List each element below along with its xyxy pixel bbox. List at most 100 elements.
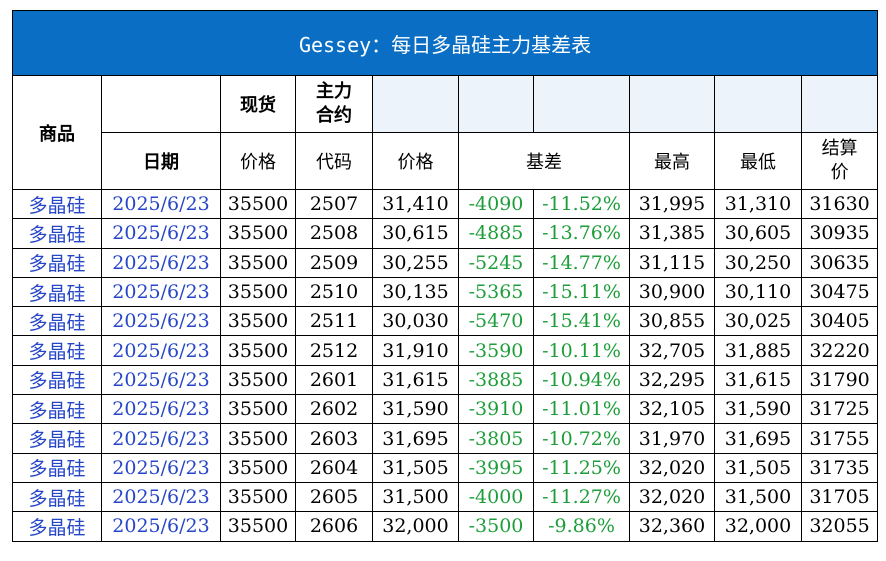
spot-price-cell: 35500 (220, 335, 296, 366)
spot-price-cell: 35500 (220, 481, 296, 513)
product-cell: 多晶硅 (12, 423, 102, 454)
date-cell: 2025/6/23 (101, 394, 221, 425)
basis-cell: -5365 (458, 276, 534, 308)
spot-price-cell: 35500 (220, 218, 296, 249)
basis-cell: -3805 (458, 423, 534, 454)
basis-cell: -3885 (458, 364, 534, 396)
header-spot: 现货 (220, 75, 296, 133)
high-cell: 31,970 (629, 423, 715, 454)
high-cell: 32,020 (629, 452, 715, 483)
price-cell: 30,615 (372, 218, 459, 249)
date-cell: 2025/6/23 (101, 306, 221, 337)
contract-code-cell: 2606 (295, 511, 373, 542)
table-row: 多晶硅 2025/6/23 35500 2509 30,255 -5245 -14.77% 3… (12, 247, 879, 278)
low-cell: 30,025 (714, 306, 802, 337)
settle-cell: 31790 (800, 364, 879, 396)
low-cell: 30,250 (714, 247, 802, 278)
settle-cell: 30635 (800, 247, 879, 278)
product-cell: 多晶硅 (12, 218, 102, 249)
date-cell: 2025/6/23 (101, 276, 221, 308)
product-cell: 多晶硅 (12, 247, 102, 278)
table-row: 多晶硅 2025/6/23 35500 2510 30,135 -5365 -15.11% 3… (12, 276, 879, 308)
contract-code-cell: 2601 (295, 364, 373, 396)
table-row: 多晶硅 2025/6/23 35500 2603 31,695 -3805 -10.72% 3… (12, 423, 879, 454)
table-row: 多晶硅 2025/6/23 35500 2605 31,500 -4000 -11.27% 3… (12, 481, 879, 513)
table-row: 多晶硅 2025/6/23 35500 2512 31,910 -3590 -10.11% 3… (12, 335, 879, 366)
product-cell: 多晶硅 (12, 394, 102, 425)
header-shade-cell (458, 75, 534, 133)
spot-price-cell: 35500 (220, 247, 296, 278)
product-cell: 多晶硅 (12, 188, 102, 220)
spot-price-cell: 35500 (220, 423, 296, 454)
date-cell: 2025/6/23 (101, 511, 221, 542)
high-cell: 31,995 (629, 188, 715, 220)
high-cell: 31,115 (629, 247, 715, 278)
table-row: 多晶硅 2025/6/23 35500 2602 31,590 -3910 -11.01% 3… (12, 394, 879, 425)
low-cell: 30,605 (714, 218, 802, 249)
high-cell: 32,105 (629, 394, 715, 425)
header-date: 日期 (101, 132, 221, 190)
header-high: 最高 (629, 132, 715, 190)
header-row-1: 商品 现货 主力 合约 (12, 75, 879, 190)
settle-cell: 32220 (800, 335, 879, 366)
low-cell: 31,590 (714, 394, 802, 425)
header-code: 代码 (295, 132, 373, 190)
spot-price-cell: 35500 (220, 452, 296, 483)
settle-cell: 31630 (800, 188, 879, 220)
contract-code-cell: 2509 (295, 247, 373, 278)
basis-cell: -3910 (458, 394, 534, 425)
settle-cell: 31755 (800, 423, 879, 454)
basis-percent-cell: -11.27% (533, 481, 630, 513)
price-cell: 30,030 (372, 306, 459, 337)
date-cell: 2025/6/23 (101, 423, 221, 454)
contract-code-cell: 2510 (295, 276, 373, 308)
table-row: 多晶硅 2025/6/23 35500 2606 32,000 -3500 -9.86% 32… (12, 511, 879, 542)
contract-code-cell: 2512 (295, 335, 373, 366)
table-row: 多晶硅 2025/6/23 35500 2507 31,410 -4090 -11.52% 3… (12, 188, 879, 220)
basis-table: Gessey：每日多晶硅主力基差表 商品 现货 主力 合约 日期 价格 代码 价… (11, 10, 879, 542)
high-cell: 30,855 (629, 306, 715, 337)
high-cell: 32,360 (629, 511, 715, 542)
date-cell: 2025/6/23 (101, 364, 221, 396)
product-cell: 多晶硅 (12, 364, 102, 396)
spot-price-cell: 35500 (220, 188, 296, 220)
product-cell: 多晶硅 (12, 452, 102, 483)
spot-price-cell: 35500 (220, 511, 296, 542)
basis-percent-cell: -15.11% (533, 276, 630, 308)
contract-code-cell: 2604 (295, 452, 373, 483)
header-settle-line1: 结算 (821, 138, 858, 159)
contract-code-cell: 2508 (295, 218, 373, 249)
contract-code-cell: 2605 (295, 481, 373, 513)
price-cell: 31,590 (372, 394, 459, 425)
basis-percent-cell: -9.86% (533, 511, 630, 542)
header-settle-line2: 价 (830, 162, 849, 183)
contract-code-cell: 2602 (295, 394, 373, 425)
product-cell: 多晶硅 (12, 276, 102, 308)
contract-code-cell: 2603 (295, 423, 373, 454)
settle-cell: 31735 (800, 452, 879, 483)
date-cell: 2025/6/23 (101, 452, 221, 483)
header-shade-cell (629, 75, 715, 133)
basis-percent-cell: -10.72% (533, 423, 630, 454)
settle-cell: 32055 (800, 511, 879, 542)
table-row: 多晶硅 2025/6/23 35500 2604 31,505 -3995 -11.25% 3… (12, 452, 879, 483)
date-cell: 2025/6/23 (101, 481, 221, 513)
low-cell: 31,695 (714, 423, 802, 454)
basis-percent-cell: -10.11% (533, 335, 630, 366)
product-cell: 多晶硅 (12, 335, 102, 366)
low-cell: 31,615 (714, 364, 802, 396)
product-cell: 多晶硅 (12, 481, 102, 513)
spot-price-cell: 35500 (220, 306, 296, 337)
price-cell: 31,695 (372, 423, 459, 454)
high-cell: 32,295 (629, 364, 715, 396)
header-spot-price: 价格 (220, 132, 296, 190)
header-main-contract: 主力 合约 (295, 75, 373, 133)
header-product: 商品 (12, 75, 102, 190)
basis-cell: -3590 (458, 335, 534, 366)
basis-cell: -4885 (458, 218, 534, 249)
table-row: 多晶硅 2025/6/23 35500 2508 30,615 -4885 -13.76% 3… (12, 218, 879, 249)
spot-price-cell: 35500 (220, 394, 296, 425)
low-cell: 31,885 (714, 335, 802, 366)
settle-cell: 30935 (800, 218, 879, 249)
basis-percent-cell: -15.41% (533, 306, 630, 337)
